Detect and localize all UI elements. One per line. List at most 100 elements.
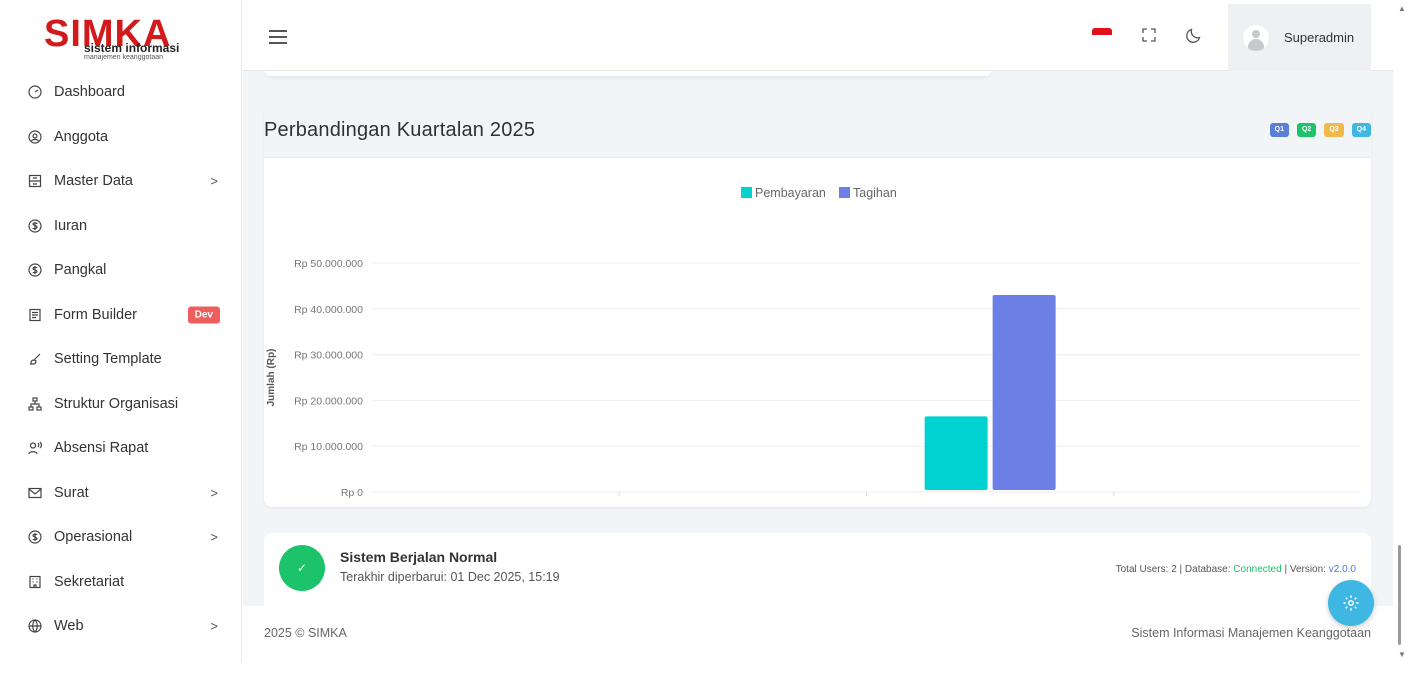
sidebar-item-label: Web: [54, 618, 84, 635]
scroll-up-icon[interactable]: ▲: [1398, 4, 1406, 13]
dollar-circle-icon: [28, 263, 42, 277]
sidebar-item-pangkal[interactable]: Pangkal: [0, 248, 242, 293]
legend-swatch-pembayaran: [741, 187, 752, 198]
sidebar-item-dashboard[interactable]: Dashboard: [0, 70, 242, 115]
scroll-thumb[interactable]: [1398, 545, 1401, 645]
y-tick-label: Rp 10.000.000: [294, 441, 363, 453]
chevron-right-icon: >: [210, 529, 218, 545]
sidebar-item-label: Setting Template: [54, 351, 162, 368]
system-status-card: ✓ Sistem Berjalan Normal Terakhir diperb…: [264, 533, 1371, 606]
database-label: Database:: [1184, 564, 1234, 575]
sidebar-item-struktur-organisasi[interactable]: Struktur Organisasi: [0, 382, 242, 427]
sidebar-item-anggota[interactable]: Anggota: [0, 115, 242, 160]
status-title: Sistem Berjalan Normal: [340, 549, 498, 565]
footer-app-name: Sistem Informasi Manajemen Keanggotaan: [1131, 626, 1371, 640]
gear-icon: [1343, 595, 1359, 611]
quarter-badges: Q1 Q2 Q3 Q4: [1269, 123, 1371, 137]
sidebar-item-iuran[interactable]: Iuran: [0, 204, 242, 249]
user-voice-icon: [28, 441, 42, 455]
form-icon: [28, 308, 42, 322]
top-header: Superadmin: [243, 4, 1393, 71]
mail-icon: [28, 486, 42, 500]
total-users: Total Users: 2: [1115, 564, 1177, 575]
sidebar-item-label: Operasional: [54, 529, 133, 546]
logo-main-text: SIMKA: [44, 13, 172, 55]
y-tick-label: Rp 20.000.000: [294, 395, 363, 407]
menu-toggle-icon[interactable]: [269, 30, 287, 44]
quarter-badge-q3[interactable]: Q3: [1324, 123, 1344, 137]
footer: 2025 © SIMKA Sistem Informasi Manajemen …: [243, 606, 1393, 662]
sidebar-item-label: Sekretariat: [54, 573, 125, 590]
globe-icon: [28, 619, 42, 633]
page-scrollbar[interactable]: ▲ ▼: [1393, 0, 1414, 662]
status-meta: Total Users: 2 | Database: Connected | V…: [1115, 564, 1356, 575]
y-tick-label: Rp 0: [341, 487, 363, 499]
dollar-circle-icon: [28, 530, 42, 544]
sidebar: SIMKA sistem informasi manajemen keanggo…: [0, 0, 242, 662]
gauge-icon: [28, 85, 42, 99]
sidebar-item-label: Master Data: [54, 173, 133, 190]
logo-subtitle: sistem informasi: [84, 41, 180, 55]
y-tick-label: Rp 40.000.000: [294, 304, 363, 316]
sidebar-item-operasional[interactable]: Operasional >: [0, 515, 242, 560]
chart-title: Perbandingan Kuartalan 2025: [264, 119, 536, 141]
coin-icon: [28, 219, 42, 233]
sidebar-item-absensi-rapat[interactable]: Absensi Rapat: [0, 426, 242, 471]
sidebar-item-label: Form Builder: [54, 306, 137, 323]
quarter-badge-q1[interactable]: Q1: [1269, 123, 1289, 137]
legend-label-tagihan: Tagihan: [853, 186, 897, 200]
previous-card-edge: [265, 71, 991, 76]
bar-pembayaran-q3: [924, 416, 988, 490]
sidebar-item-label: Pangkal: [54, 262, 107, 279]
legend-swatch-tagihan: [839, 187, 850, 198]
sidebar-item-label: Dashboard: [54, 84, 125, 101]
database-status: Connected: [1233, 564, 1282, 575]
check-icon: ✓: [279, 545, 325, 591]
y-tick-label: Rp 30.000.000: [294, 350, 363, 362]
dark-mode-moon-icon[interactable]: [1185, 26, 1203, 44]
database-icon: [28, 174, 42, 188]
sidebar-item-label: Struktur Organisasi: [54, 395, 179, 412]
user-circle-icon: [28, 130, 42, 144]
sidebar-nav: Dashboard Anggota Master Data > Iuran Pangkal…: [0, 70, 242, 649]
bar-tagihan-q3: [992, 295, 1056, 490]
dev-badge: Dev: [187, 306, 220, 324]
y-tick-label: Rp 50.000.000: [294, 258, 363, 270]
chart-card-header: Perbandingan Kuartalan 2025 Q1 Q2 Q3 Q4: [264, 107, 1371, 158]
sidebar-item-web[interactable]: Web >: [0, 604, 242, 649]
scroll-down-icon[interactable]: ▼: [1398, 650, 1406, 659]
chevron-right-icon: >: [210, 618, 218, 634]
sidebar-item-form-builder[interactable]: Form Builder Dev: [0, 293, 242, 338]
sidebar-item-surat[interactable]: Surat >: [0, 471, 242, 516]
y-axis-label: Jumlah (Rp): [266, 349, 277, 407]
version-label: Version:: [1289, 564, 1329, 575]
quarter-badge-q2[interactable]: Q2: [1296, 123, 1317, 137]
footer-copyright: 2025 © SIMKA: [264, 626, 347, 640]
sidebar-item-master-data[interactable]: Master Data >: [0, 159, 242, 204]
avatar: [1243, 24, 1269, 51]
chevron-right-icon: >: [210, 173, 218, 189]
legend-label-pembayaran: Pembayaran: [755, 186, 826, 200]
quarterly-chart-card: Perbandingan Kuartalan 2025 Q1 Q2 Q3 Q4 Pem…: [264, 107, 1371, 507]
version-value: v2.0.0: [1328, 564, 1356, 575]
building-icon: [28, 575, 42, 589]
indonesia-flag-icon[interactable]: [1092, 28, 1112, 42]
brush-icon: [28, 352, 42, 366]
fullscreen-icon[interactable]: [1141, 27, 1157, 43]
settings-gear-button[interactable]: [1328, 580, 1374, 626]
sidebar-item-label: Iuran: [54, 217, 88, 234]
sidebar-item-sekretariat[interactable]: Sekretariat: [0, 560, 242, 605]
user-name: Superadmin: [1284, 30, 1355, 45]
sidebar-item-setting-template[interactable]: Setting Template: [0, 337, 242, 382]
quarterly-bar-chart: Pembayaran Tagihan Rp 0 Rp 10.000.000 Rp 20.…: [266, 186, 1361, 499]
quarter-badge-q4[interactable]: Q4: [1351, 123, 1371, 137]
sidebar-item-label: Anggota: [54, 128, 109, 145]
user-menu[interactable]: Superadmin: [1228, 4, 1371, 71]
simka-logo[interactable]: SIMKA sistem informasi manajemen keanggo…: [44, 14, 204, 62]
sidebar-item-label: Absensi Rapat: [54, 440, 149, 457]
sidebar-item-label: Surat: [54, 484, 89, 501]
main-content: Perbandingan Kuartalan 2025 Q1 Q2 Q3 Q4 Pem…: [243, 71, 1393, 606]
chevron-right-icon: >: [210, 485, 218, 501]
hierarchy-icon: [28, 397, 42, 411]
status-updated: Terakhir diperbarui: 01 Dec 2025, 15:19: [340, 570, 560, 584]
